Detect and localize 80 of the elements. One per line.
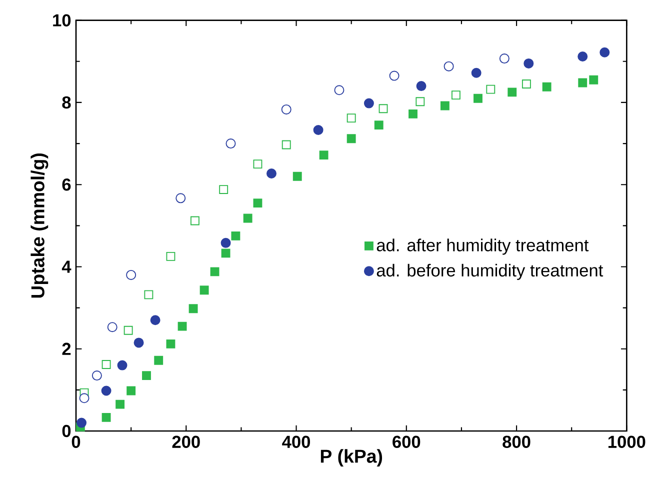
point (416, 97, 425, 106)
point (440, 101, 450, 110)
y-tick-label: 2 (62, 342, 71, 355)
point (126, 270, 136, 280)
x-axis-title: P (kPa) (320, 449, 382, 467)
point (266, 168, 276, 179)
point (471, 68, 482, 78)
point (319, 150, 328, 160)
legend-label: ad. before humidity treatment (376, 264, 604, 280)
point (589, 75, 598, 84)
point (389, 70, 400, 81)
point (378, 104, 388, 114)
point (243, 214, 252, 223)
point (313, 124, 324, 135)
point (92, 370, 102, 381)
point (102, 412, 111, 422)
y-tick-label: 0 (62, 424, 71, 438)
y-tick-label: 10 (53, 14, 71, 26)
point (144, 290, 154, 300)
point (142, 371, 151, 380)
point (542, 82, 552, 92)
point (210, 267, 220, 276)
point (600, 47, 610, 58)
y-tick-label: 6 (62, 178, 71, 191)
point (253, 160, 262, 169)
point (499, 54, 510, 64)
point (166, 252, 176, 261)
point (522, 80, 531, 88)
x-tick-label: 400 (282, 436, 310, 448)
point (578, 51, 588, 62)
point (200, 286, 209, 295)
point (281, 104, 292, 114)
x-tick-label: 1000 (608, 436, 646, 448)
point (524, 58, 534, 68)
point (102, 360, 111, 369)
y-tick-label: 4 (62, 260, 72, 273)
point (226, 138, 236, 149)
point (508, 88, 517, 97)
point (282, 140, 291, 150)
point (346, 114, 356, 123)
point (346, 134, 356, 144)
y-axis-title: Uptake (mmol/g) (30, 153, 48, 298)
point (219, 185, 228, 194)
point (220, 238, 231, 248)
point (79, 393, 90, 404)
point (334, 85, 344, 96)
x-tick-label: 800 (502, 436, 530, 448)
point (364, 98, 374, 108)
point (176, 193, 186, 204)
point (154, 356, 164, 365)
point (408, 109, 418, 118)
point (124, 326, 133, 335)
point (578, 78, 588, 88)
point (253, 198, 262, 208)
point (76, 418, 87, 428)
y-tick-label: 8 (62, 96, 71, 109)
point (101, 386, 112, 396)
point (444, 61, 454, 72)
point (150, 315, 160, 326)
point (474, 94, 482, 103)
point (107, 322, 118, 332)
point (188, 304, 198, 314)
point (116, 400, 125, 409)
point (231, 231, 240, 240)
x-tick-label: 600 (392, 436, 420, 448)
point (117, 360, 128, 370)
point (178, 322, 187, 331)
point (126, 386, 136, 396)
point (134, 338, 144, 348)
point (292, 172, 302, 181)
point (374, 120, 384, 130)
point (416, 81, 426, 92)
point (451, 90, 460, 100)
point (221, 248, 230, 258)
point (486, 84, 496, 94)
x-tick-label: 200 (172, 436, 200, 448)
point (190, 216, 200, 226)
point (166, 339, 176, 348)
legend-label: ad. after humidity treatment (376, 238, 589, 255)
x-tick-label: 0 (72, 436, 80, 448)
